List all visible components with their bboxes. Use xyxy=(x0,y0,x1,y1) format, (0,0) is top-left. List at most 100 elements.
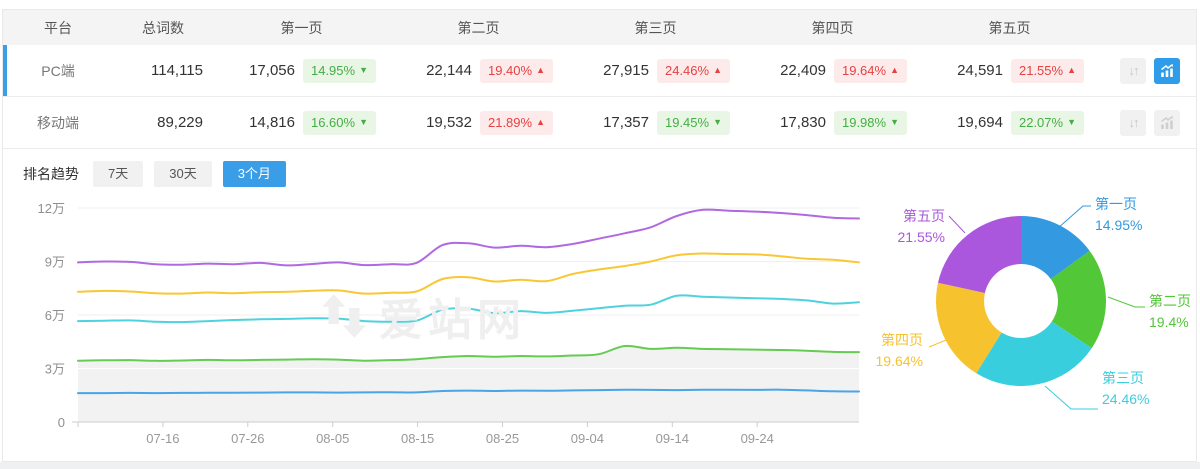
bar-chart-icon xyxy=(1161,63,1173,77)
trend-arrow-icon xyxy=(713,66,722,75)
x-tick-label: 07-16 xyxy=(146,431,179,446)
slice-name: 第五页 xyxy=(903,208,945,224)
trend-arrow-icon xyxy=(890,118,899,127)
change-badge: 24.46% xyxy=(656,58,730,83)
rank-trend-line-chart[interactable]: 07-16 07-26 08-05 08-15 08-25 09-04 09-14 09-24… xyxy=(3,190,883,462)
total-keywords: 89,229 xyxy=(157,114,203,131)
trend-line xyxy=(77,208,860,267)
area-fill xyxy=(78,345,859,422)
slice-percent: 24.46% xyxy=(1102,391,1150,407)
table-row-mobile[interactable]: 移动端 89,229 14,816 16.60% 19,532 21.89% 1… xyxy=(3,97,1196,149)
trend-line xyxy=(77,344,860,362)
keyword-count: 19,694 xyxy=(957,114,1003,131)
rank-card: 平台 总词数 第一页 第二页 第三页 第四页 第五页 PC端 114,115 1… xyxy=(2,9,1197,462)
trend-arrow-icon xyxy=(359,66,368,75)
change-badge: 16.60% xyxy=(302,110,376,135)
donut-label-page2: 第二页 19.4% xyxy=(1149,291,1191,333)
trend-line xyxy=(77,252,860,295)
label-leader-line xyxy=(928,337,952,348)
change-badge: 22.07% xyxy=(1010,110,1084,135)
change-percent: 21.89% xyxy=(487,115,533,130)
donut-slice xyxy=(976,321,1092,387)
donut-label-page5: 第五页 21.55% xyxy=(877,206,945,248)
col-page5: 第五页 xyxy=(988,19,1031,36)
change-badge: 19.40% xyxy=(479,58,553,83)
chart-toggle-button[interactable] xyxy=(1154,57,1180,84)
table-row-pc[interactable]: PC端 114,115 17,056 14.95% 22,144 19.40% … xyxy=(3,45,1196,97)
change-percent: 19.98% xyxy=(841,115,887,130)
tab-3months[interactable]: 3个月 xyxy=(222,161,286,187)
change-badge: 14.95% xyxy=(302,58,376,83)
sort-button[interactable]: ↓↑ xyxy=(1120,109,1146,136)
label-leader-line xyxy=(948,215,966,234)
donut-slice xyxy=(935,282,1002,374)
change-percent: 24.46% xyxy=(664,63,710,78)
row-actions: ↓↑ xyxy=(1098,57,1196,84)
donut-slice xyxy=(1021,216,1090,280)
slice-name: 第三页 xyxy=(1102,370,1144,386)
page1-cell: 14,816 16.60% xyxy=(213,110,390,135)
page2-cell: 22,144 19.40% xyxy=(390,58,567,83)
y-tick-label: 9万 xyxy=(45,255,65,270)
slice-name: 第四页 xyxy=(881,332,923,348)
x-tick-label: 09-14 xyxy=(656,431,689,446)
change-badge: 19.45% xyxy=(656,110,730,135)
donut-label-page1: 第一页 14.95% xyxy=(1095,194,1142,236)
total-keywords: 114,115 xyxy=(151,62,203,79)
trend-arrow-icon xyxy=(1067,118,1076,127)
sort-button[interactable]: ↓↑ xyxy=(1120,57,1146,84)
tab-30days[interactable]: 30天 xyxy=(154,161,212,187)
x-tick-label: 07-26 xyxy=(231,431,264,446)
slice-percent: 21.55% xyxy=(897,229,945,245)
change-badge: 19.64% xyxy=(833,58,907,83)
platform-label: 移动端 xyxy=(37,114,79,131)
page3-cell: 27,915 24.46% xyxy=(567,58,744,83)
donut-svg[interactable] xyxy=(861,186,1200,416)
page3-cell: 17,357 19.45% xyxy=(567,110,744,135)
trend-arrow-icon xyxy=(536,66,545,75)
page-share-donut-chart: 第一页 14.95% 第二页 19.4% 第三页 24.46% 第四页 19.6… xyxy=(861,186,1200,416)
page2-cell: 19,532 21.89% xyxy=(390,110,567,135)
slice-percent: 19.4% xyxy=(1149,314,1189,330)
keyword-count: 24,591 xyxy=(957,62,1003,79)
y-tick-label: 6万 xyxy=(45,308,65,323)
tab-7days[interactable]: 7天 xyxy=(93,161,144,187)
page1-cell: 17,056 14.95% xyxy=(213,58,390,83)
page4-cell: 22,409 19.64% xyxy=(744,58,921,83)
donut-slice xyxy=(937,216,1021,294)
change-percent: 22.07% xyxy=(1018,115,1064,130)
platform-label: PC端 xyxy=(41,62,75,79)
page-background-strip xyxy=(0,462,1200,469)
slice-name: 第一页 xyxy=(1095,196,1137,212)
change-percent: 19.45% xyxy=(664,115,710,130)
col-page3: 第三页 xyxy=(634,19,677,36)
col-page1: 第一页 xyxy=(280,19,323,36)
table-header: 平台 总词数 第一页 第二页 第三页 第四页 第五页 xyxy=(3,10,1196,45)
trend-toolbar: 排名趋势 7天 30天 3个月 xyxy=(3,160,297,188)
bar-chart-icon xyxy=(1161,115,1173,129)
sort-arrows-icon: ↓↑ xyxy=(1128,115,1140,130)
chart-toggle-button[interactable] xyxy=(1154,109,1180,136)
y-tick-label: 0 xyxy=(58,415,65,430)
col-total: 总词数 xyxy=(142,19,184,36)
trend-line xyxy=(77,388,860,395)
trend-section-title: 排名趋势 xyxy=(23,166,79,182)
row-actions: ↓↑ xyxy=(1098,109,1196,136)
change-badge: 19.98% xyxy=(833,110,907,135)
label-leader-line xyxy=(1057,205,1091,229)
keyword-count: 27,915 xyxy=(603,62,649,79)
x-tick-label: 08-05 xyxy=(316,431,349,446)
col-page4: 第四页 xyxy=(811,19,854,36)
page4-cell: 17,830 19.98% xyxy=(744,110,921,135)
y-tick-label: 12万 xyxy=(38,201,65,216)
x-tick-label: 09-24 xyxy=(741,431,774,446)
change-percent: 19.64% xyxy=(841,63,887,78)
trend-arrow-icon xyxy=(1067,66,1076,75)
change-percent: 19.40% xyxy=(487,63,533,78)
x-tick-label: 08-25 xyxy=(486,431,519,446)
y-tick-label: 3万 xyxy=(45,362,65,377)
label-leader-line xyxy=(1107,296,1145,308)
donut-slice xyxy=(1050,250,1107,349)
keyword-count: 19,532 xyxy=(426,114,472,131)
